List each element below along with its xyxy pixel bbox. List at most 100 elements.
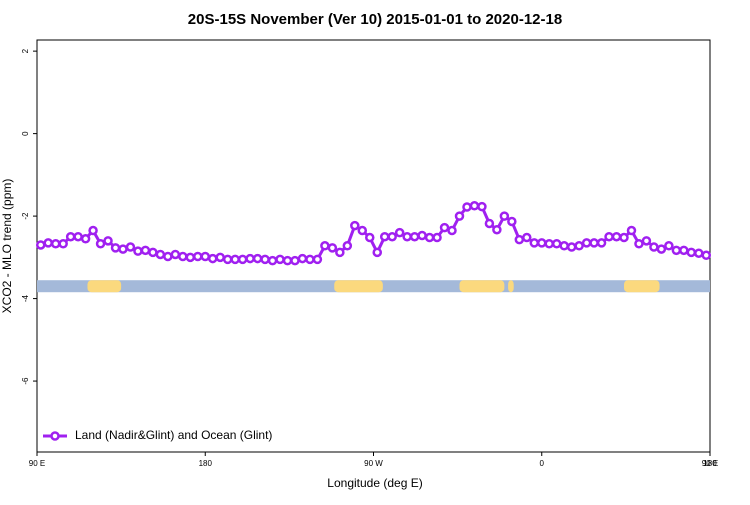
point	[634, 238, 644, 249]
legend-label: Land (Nadir&Glint) and Ocean (Glint)	[75, 428, 272, 442]
point	[469, 201, 480, 211]
point	[237, 254, 248, 265]
point	[58, 238, 68, 249]
land-band	[334, 280, 383, 293]
point	[275, 254, 285, 265]
point	[50, 238, 61, 249]
point	[522, 232, 532, 243]
point	[477, 201, 487, 212]
point	[282, 255, 293, 266]
y-axis-label: XCO2 - MLO trend (ppm)	[0, 179, 14, 314]
point	[432, 232, 442, 243]
point	[148, 247, 158, 258]
y-tick-label: -2	[21, 212, 30, 220]
point	[409, 231, 420, 242]
point	[200, 251, 210, 262]
point	[170, 249, 181, 260]
point	[43, 238, 53, 248]
point	[641, 236, 652, 246]
point	[394, 227, 405, 238]
point	[701, 250, 712, 261]
land-band	[87, 280, 122, 293]
x-tick-label: 180	[199, 459, 213, 468]
y-tick-label: 2	[21, 48, 30, 53]
point	[619, 232, 629, 243]
point	[439, 222, 450, 233]
point	[529, 238, 540, 248]
x-tick-label: 90 W	[364, 459, 383, 468]
point	[327, 243, 338, 253]
point	[484, 218, 495, 229]
point	[80, 234, 91, 244]
point	[656, 244, 667, 254]
point	[566, 242, 577, 252]
point	[626, 225, 637, 236]
point	[686, 247, 697, 258]
land-band	[508, 280, 514, 293]
point	[230, 254, 240, 265]
y-tick-label: -4	[21, 294, 30, 302]
point	[178, 251, 188, 262]
point	[245, 253, 255, 264]
point	[193, 251, 203, 262]
point	[350, 220, 360, 231]
point	[694, 248, 704, 258]
x-tick-label: 90 E	[29, 459, 45, 468]
point	[185, 252, 196, 263]
point	[35, 240, 46, 250]
point	[679, 245, 689, 256]
point	[342, 241, 353, 251]
chart-title: 20S-15S November (Ver 10) 2015-01-01 to …	[188, 11, 562, 28]
point	[537, 238, 547, 248]
point	[260, 254, 270, 265]
point	[140, 245, 151, 256]
legend-marker	[50, 431, 60, 441]
point	[252, 253, 263, 264]
point	[559, 241, 569, 251]
point	[73, 231, 83, 242]
point	[305, 254, 315, 265]
point	[372, 247, 382, 258]
point	[649, 242, 659, 252]
point	[671, 245, 682, 256]
point	[125, 242, 136, 252]
point	[88, 225, 98, 236]
point	[424, 232, 435, 243]
point	[492, 224, 502, 235]
point	[320, 241, 330, 251]
point	[222, 254, 233, 265]
point	[589, 238, 599, 248]
point	[207, 253, 218, 264]
point	[335, 247, 345, 258]
point	[290, 255, 300, 266]
point	[267, 255, 278, 266]
point	[574, 241, 584, 251]
y-tick-label: -6	[21, 377, 30, 385]
x-tick-label: 180	[703, 459, 717, 468]
point	[133, 246, 143, 256]
point	[551, 238, 562, 249]
point	[387, 231, 397, 242]
point	[507, 216, 517, 227]
point	[118, 244, 128, 254]
point	[447, 225, 457, 236]
point	[402, 231, 412, 242]
point	[611, 231, 622, 242]
point	[312, 254, 323, 265]
x-tick-label: 0	[540, 459, 545, 468]
point	[581, 238, 592, 248]
point	[155, 249, 166, 260]
point	[95, 238, 106, 249]
point	[604, 231, 614, 242]
point	[110, 243, 121, 253]
point	[454, 211, 465, 221]
x-tick-label: 90 E	[702, 459, 718, 468]
point	[664, 241, 674, 251]
point	[596, 238, 607, 248]
point	[514, 234, 525, 245]
point	[215, 252, 225, 263]
point	[417, 230, 427, 241]
point	[365, 232, 375, 243]
point	[462, 202, 472, 212]
land-band	[459, 280, 505, 293]
